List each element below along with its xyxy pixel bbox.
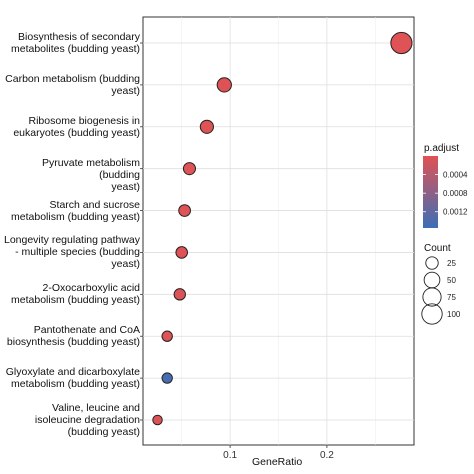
axes: 0.1 0.2 bbox=[140, 42, 334, 461]
data-point bbox=[216, 77, 232, 93]
size-legend-label: 25 bbox=[447, 259, 456, 268]
data-point bbox=[175, 246, 188, 259]
data-point bbox=[199, 119, 214, 134]
x-axis-title: GeneRatio bbox=[252, 456, 303, 468]
y-tick-label: Longevity regulating pathway - multiple … bbox=[3, 234, 140, 271]
y-tick-label: Ribosome biogenesis in eukaryotes (buddi… bbox=[13, 114, 140, 139]
legends: 0.0004 0.0008 0.0012 25 50 75 100 bbox=[421, 156, 468, 325]
size-legend-label: 75 bbox=[447, 293, 456, 302]
data-point bbox=[152, 414, 163, 426]
y-tick-label: Biosynthesis of secondary metabolites (b… bbox=[11, 31, 140, 55]
x-tick-label: 0.2 bbox=[320, 450, 334, 461]
y-tick-label: Starch and sucrose metabolism (budding y… bbox=[11, 198, 140, 223]
y-tick-label: Valine, leucine and isoleucine degradati… bbox=[34, 402, 140, 438]
color-legend-title: p.adjust bbox=[424, 143, 460, 154]
data-point bbox=[161, 372, 173, 384]
color-legend-label: 0.0012 bbox=[443, 208, 468, 217]
color-legend-label: 0.0004 bbox=[443, 171, 468, 180]
size-legend-label: 50 bbox=[447, 276, 456, 285]
data-point bbox=[173, 288, 186, 301]
y-tick-label: 2-Oxocarboxylic acid metabolism (budding… bbox=[11, 282, 140, 307]
y-tick-label: Carbon metabolism (budding yeast) bbox=[5, 72, 140, 97]
x-tick-label: 0.1 bbox=[223, 450, 237, 461]
data-point bbox=[390, 31, 413, 55]
color-legend-bar bbox=[423, 156, 438, 228]
y-tick-label: Pyruvate metabolism (budding yeast) bbox=[41, 156, 140, 193]
y-tick-label: Pantothenate and CoA biosynthesis (buddi… bbox=[6, 324, 140, 349]
size-legend-circle bbox=[425, 256, 439, 270]
data-point bbox=[182, 162, 196, 176]
data-point bbox=[178, 204, 191, 217]
data-point bbox=[161, 330, 173, 342]
data-points bbox=[152, 31, 413, 426]
size-legend-circle bbox=[422, 287, 442, 307]
size-legend-circle bbox=[421, 303, 443, 325]
color-legend-label: 0.0008 bbox=[443, 189, 468, 198]
size-legend-label: 100 bbox=[447, 310, 461, 319]
y-tick-label: Glyoxylate and dicarboxylate metabolism … bbox=[5, 366, 140, 391]
size-legend-circle bbox=[423, 271, 441, 289]
size-legend-title: Count bbox=[424, 243, 451, 254]
